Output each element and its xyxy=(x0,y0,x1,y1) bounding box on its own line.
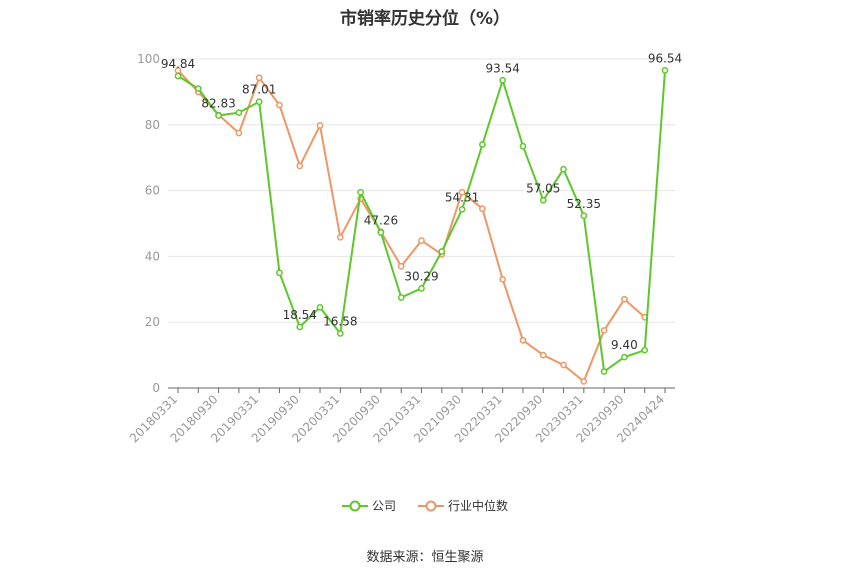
data-point-industry xyxy=(560,361,567,369)
data-point-industry xyxy=(336,233,344,241)
data-point-company xyxy=(235,109,243,116)
y-tick-label: 60 xyxy=(145,184,160,198)
data-point-company xyxy=(377,229,385,236)
data-point-company xyxy=(215,112,222,119)
data-point-industry xyxy=(621,295,628,303)
data-point-company xyxy=(621,353,628,361)
data-label: 47.26 xyxy=(364,214,398,228)
data-point-company xyxy=(276,269,283,277)
data-point-industry xyxy=(458,188,466,196)
y-tick-label: 40 xyxy=(145,249,160,263)
data-label: 87.01 xyxy=(242,83,276,97)
data-point-industry xyxy=(499,276,507,283)
y-tick-label: 0 xyxy=(152,381,160,395)
data-point-industry xyxy=(397,262,405,270)
legend-item-industry[interactable]: 行业中位数 xyxy=(418,497,508,514)
data-label: 52.35 xyxy=(567,197,601,211)
data-label: 82.83 xyxy=(201,96,235,110)
chart-title: 市销率历史分位（%） xyxy=(339,9,511,29)
data-label: 16.58 xyxy=(323,314,357,328)
y-tick-label: 80 xyxy=(145,118,160,132)
y-tick-label: 20 xyxy=(145,315,160,329)
series-line-company xyxy=(177,70,666,373)
legend-label-industry: 行业中位数 xyxy=(448,499,509,513)
data-point-company xyxy=(479,141,486,148)
data-point-company xyxy=(174,72,182,80)
data-label: 94.84 xyxy=(161,57,195,71)
data-source-note: 数据来源：恒生聚源 xyxy=(366,550,484,565)
data-point-company xyxy=(560,165,567,173)
data-label: 9.40 xyxy=(611,338,638,352)
data-label: 96.54 xyxy=(648,51,682,65)
data-label: 18.54 xyxy=(283,308,317,322)
data-point-industry xyxy=(316,122,324,129)
data-label: 54.31 xyxy=(445,190,479,204)
data-point-industry xyxy=(580,378,588,385)
data-point-company xyxy=(336,330,344,337)
line-chart: 0204060801002018033120180930201903312019… xyxy=(127,51,682,445)
y-tick-label: 100 xyxy=(137,52,160,66)
axes: 0204060801002018033120180930201903312019… xyxy=(127,52,675,445)
data-point-company xyxy=(357,188,364,196)
legend-label-company: 公司 xyxy=(371,499,396,513)
data-point-industry xyxy=(600,327,608,334)
data-point-industry xyxy=(539,351,547,359)
data-point-industry xyxy=(296,162,304,170)
data-point-company xyxy=(296,323,304,331)
grid-lines xyxy=(168,58,675,323)
data-point-company xyxy=(194,85,202,92)
data-point-company xyxy=(499,76,507,84)
data-point-industry xyxy=(276,101,283,109)
data-point-industry xyxy=(519,336,527,344)
data-point-company xyxy=(458,205,466,213)
data-point-company xyxy=(418,284,425,292)
data-point-company xyxy=(539,196,547,204)
data-point-company xyxy=(600,368,608,375)
data-point-company xyxy=(641,346,649,354)
legend-marker-company-icon xyxy=(341,500,368,511)
legend-item-company[interactable]: 公司 xyxy=(341,497,396,514)
data-point-company xyxy=(661,67,669,74)
data-label: 93.54 xyxy=(485,61,519,75)
data-point-industry xyxy=(418,237,425,244)
data-labels: 94.84 82.83 87.01 18.54 16.58 47.26 30.29 54.31… xyxy=(161,51,682,352)
series-lines xyxy=(174,67,669,385)
legend: 公司 行业中位数 xyxy=(0,497,850,514)
data-point-company xyxy=(397,294,405,301)
data-point-company xyxy=(580,212,588,220)
data-point-company xyxy=(438,248,446,255)
data-point-industry xyxy=(255,74,263,82)
legend-marker-industry-icon xyxy=(418,500,444,511)
data-point-company xyxy=(316,304,324,311)
data-point-company xyxy=(255,98,263,106)
data-label: 57.05 xyxy=(526,181,560,195)
data-point-company xyxy=(519,142,527,150)
data-point-industry xyxy=(479,205,486,213)
data-label: 30.29 xyxy=(404,269,438,283)
data-point-industry xyxy=(235,129,243,137)
series-line-industry xyxy=(177,69,646,383)
